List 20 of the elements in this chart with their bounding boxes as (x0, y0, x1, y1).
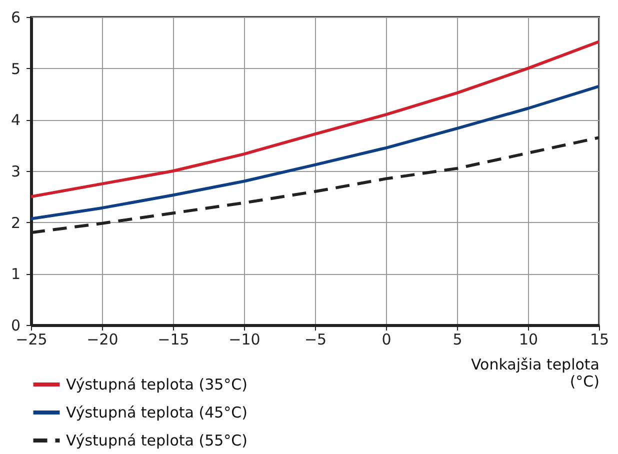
x-tick-label: 5 (452, 330, 462, 348)
x-tick-label: −15 (158, 330, 190, 348)
line-series (31, 40, 599, 198)
y-tick-label: 4 (10, 111, 20, 130)
y-tick-label: 6 (10, 8, 20, 26)
x-tick-label: 10 (518, 330, 538, 348)
x-tick-label: −5 (304, 330, 327, 348)
x-tick-label: 15 (590, 330, 610, 348)
x-tick-label: 0 (382, 330, 392, 348)
y-tick-label: 2 (10, 214, 20, 232)
y-tick-label: 3 (10, 162, 20, 180)
y-tick-label: 1 (10, 265, 20, 284)
legend-label: Výstupná teplota (45°C) (66, 404, 248, 422)
x-axis-title: Vonkajšia teplota (°C) (470, 356, 600, 390)
x-tick-label: −10 (228, 330, 260, 348)
y-tick-label: 5 (10, 60, 20, 78)
line-series (31, 84, 599, 220)
legend-label: Výstupná teplota (55°C) (66, 432, 248, 450)
x-tick-label: −20 (86, 330, 118, 348)
legend-label: Výstupná teplota (35°C) (66, 376, 248, 394)
